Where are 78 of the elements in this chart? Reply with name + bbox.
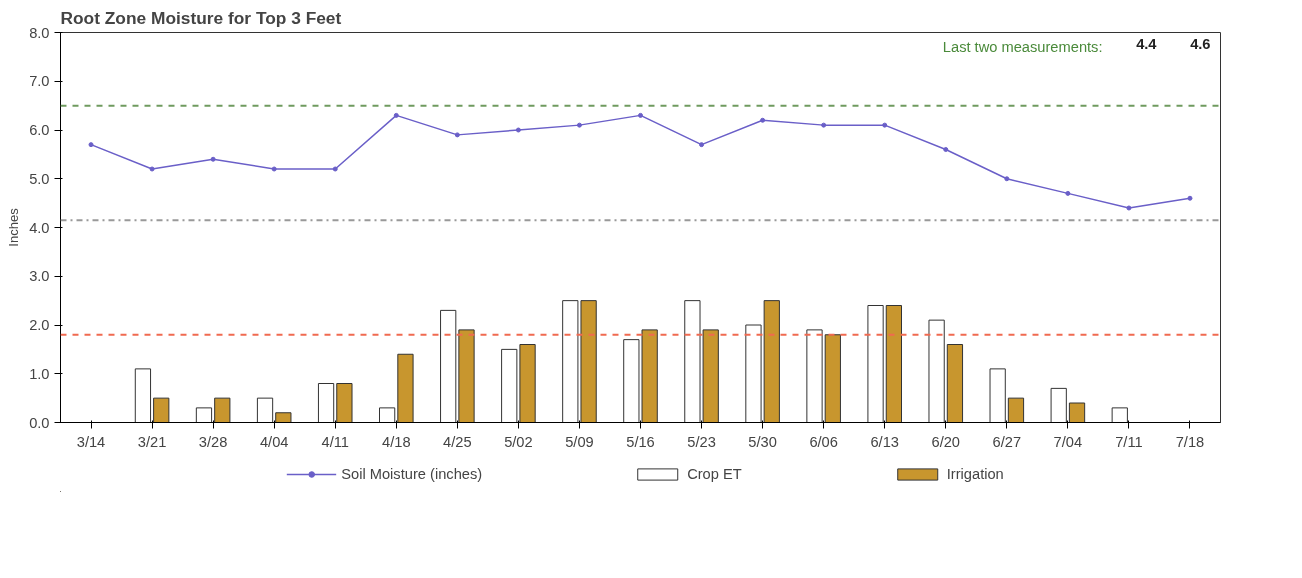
point bbox=[1187, 195, 1193, 201]
point bbox=[882, 122, 888, 128]
y-tick-label: 4.0 bbox=[29, 219, 50, 236]
legend-label: Crop ET bbox=[687, 466, 742, 482]
point bbox=[1126, 205, 1132, 211]
bar bbox=[440, 309, 457, 423]
point bbox=[760, 117, 766, 123]
x-tick-label: 4/04 bbox=[259, 433, 289, 450]
point bbox=[88, 142, 94, 148]
x-tick-label: 6/06 bbox=[809, 433, 838, 450]
x-tick-label: 4/18 bbox=[382, 433, 411, 450]
bar bbox=[458, 329, 475, 423]
point bbox=[1004, 176, 1010, 182]
x-tick-label: 6/20 bbox=[931, 433, 961, 450]
bar bbox=[275, 412, 292, 423]
bar bbox=[317, 383, 335, 423]
point bbox=[1065, 190, 1071, 196]
bar bbox=[195, 407, 213, 423]
y-tick-label: 8.0 bbox=[29, 24, 50, 41]
x-tick-label: 6/27 bbox=[992, 433, 1022, 450]
x-tick-label: 6/13 bbox=[870, 433, 899, 450]
chart-title: Root Zone Moisture for Top 3 Feet bbox=[60, 7, 342, 28]
point bbox=[515, 127, 521, 133]
point bbox=[454, 132, 460, 138]
x-tick-label: 5/30 bbox=[748, 433, 777, 450]
bar bbox=[336, 383, 353, 423]
x-tick-label: 5/09 bbox=[565, 433, 594, 450]
bar bbox=[379, 407, 396, 423]
point bbox=[271, 166, 277, 172]
annotation: Last two measurements: bbox=[942, 38, 1103, 55]
legend-label: Irrigation bbox=[946, 466, 1004, 482]
bar bbox=[153, 397, 170, 423]
x-tick-label: 7/04 bbox=[1053, 433, 1083, 450]
y-tick-label: 6.0 bbox=[29, 122, 50, 138]
bar bbox=[946, 344, 964, 423]
x-tick-label: 5/23 bbox=[687, 433, 716, 450]
point bbox=[821, 122, 827, 128]
x-tick-label: 7/18 bbox=[1175, 433, 1205, 450]
bar bbox=[824, 334, 841, 423]
x-tick-label: 3/21 bbox=[137, 433, 167, 450]
bar bbox=[989, 368, 1006, 423]
x-tick-label: 3/14 bbox=[76, 433, 106, 450]
bar bbox=[1068, 402, 1086, 423]
y-tick-label: 7.0 bbox=[29, 73, 50, 90]
point bbox=[393, 112, 399, 118]
point bbox=[332, 166, 338, 172]
x-tick-label: 5/16 bbox=[626, 433, 655, 450]
x-tick-label: 5/02 bbox=[504, 433, 533, 450]
point bbox=[149, 166, 155, 172]
annotation: 4.6 bbox=[1190, 35, 1211, 52]
point bbox=[576, 122, 582, 128]
bar bbox=[397, 353, 414, 423]
y-tick-label: 5.0 bbox=[29, 170, 50, 187]
point bbox=[699, 142, 705, 148]
annotation: 4.4 bbox=[1136, 35, 1158, 52]
legend-label: Soil Moisture (inches) bbox=[341, 466, 483, 482]
bar bbox=[256, 397, 274, 423]
x-tick-label: 4/11 bbox=[321, 433, 349, 450]
bar bbox=[1111, 407, 1128, 423]
point bbox=[638, 112, 643, 118]
y-tick-label: 3.0 bbox=[29, 268, 50, 285]
bar bbox=[928, 319, 945, 423]
x-tick-label: 7/11 bbox=[1115, 433, 1143, 450]
bar bbox=[1007, 397, 1025, 423]
bar bbox=[1050, 387, 1067, 423]
y-tick-label: 0.0 bbox=[29, 414, 50, 431]
x-tick-label: 3/28 bbox=[198, 433, 228, 450]
point bbox=[210, 156, 216, 162]
y-axis-title: Inches bbox=[6, 207, 22, 247]
x-tick-label: 4/25 bbox=[443, 433, 472, 450]
y-tick-label: 1.0 bbox=[29, 365, 50, 382]
bar bbox=[214, 397, 231, 423]
y-tick-label: 2.0 bbox=[29, 317, 50, 333]
bar bbox=[885, 305, 902, 423]
bar bbox=[134, 368, 152, 423]
bar bbox=[867, 305, 884, 423]
bar bbox=[806, 329, 823, 423]
point bbox=[943, 147, 949, 152]
